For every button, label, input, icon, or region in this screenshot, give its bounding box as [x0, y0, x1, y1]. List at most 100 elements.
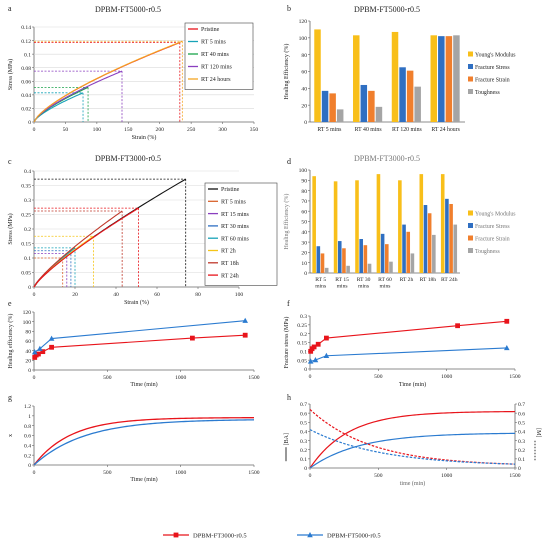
- x-tick-label: 350: [250, 127, 259, 133]
- data-point: [504, 344, 510, 351]
- bar: [423, 205, 428, 273]
- y-tick-label: 40: [301, 230, 307, 236]
- bar: [406, 70, 414, 122]
- tick-line: RT 30: [357, 277, 371, 283]
- y-tick-label: 0.05: [297, 358, 307, 364]
- bar: [406, 231, 411, 273]
- x-tick-label: 1500: [248, 375, 259, 381]
- y-tick-label: 0: [304, 120, 307, 126]
- bar: [430, 35, 438, 123]
- bar: [385, 244, 389, 273]
- legend-label: Fracture Stress: [475, 65, 510, 71]
- data-point: [173, 532, 179, 538]
- data-point: [323, 352, 330, 358]
- bar: [427, 213, 432, 273]
- panel-letter-g: g: [8, 393, 12, 402]
- legend-swatch: [468, 235, 473, 241]
- chart-d: 0 10 20 30 40 50 60 70 80 90 100 DPBM-FT3000-r0.5 He…: [283, 154, 516, 290]
- bar: [359, 239, 363, 273]
- legend-label: RT 120 mins: [201, 65, 233, 71]
- y-tick-label-right: 0: [518, 466, 521, 472]
- bar: [367, 263, 372, 273]
- y-tick-label: 60: [301, 70, 307, 76]
- series-curve: [33, 419, 255, 466]
- tick-line: mins: [315, 284, 326, 290]
- series-curve: [33, 178, 186, 288]
- y-tick-label: 90: [301, 179, 307, 185]
- y-tick-label: 0.04: [21, 93, 31, 99]
- legend-label: RT 5 mins: [221, 200, 247, 206]
- legend-label: Fracture Stress: [475, 224, 510, 230]
- y-tick-label-right: 0.2: [518, 448, 525, 454]
- x-tick-label: 0: [33, 127, 36, 133]
- y-tick-label: 0.1: [300, 457, 307, 463]
- y-tick-label: 80: [25, 330, 31, 336]
- x-tick-label: 500: [103, 375, 112, 381]
- y-tick-label: 0: [304, 466, 307, 472]
- legend-swatch: [468, 64, 473, 69]
- bar: [360, 84, 368, 122]
- chart-title: DPBM-FT5000-r0.5: [95, 5, 161, 14]
- bar: [453, 224, 458, 273]
- y-tick-label: 40: [301, 87, 307, 93]
- panel-letter-a: a: [8, 4, 12, 13]
- bar: [337, 241, 342, 273]
- series-curve: [33, 417, 255, 466]
- x-tick-label: RT 5 mins: [315, 277, 326, 290]
- legend-label: RT 40 mins: [201, 52, 230, 58]
- y-tick-label: 50: [301, 220, 307, 226]
- data-point: [242, 332, 248, 338]
- panel-letter-c: c: [8, 157, 12, 166]
- chart-f: 0 0.05 0.1 0.15 0.2 0.25 0.3 0 500 1000 1500 Time (…: [283, 314, 521, 388]
- data-point: [315, 341, 321, 347]
- legend-label: Fracture Strain: [475, 78, 510, 84]
- x-axis-label: Time (min): [130, 381, 157, 388]
- legend-label: RT 24 hours: [201, 77, 231, 83]
- data-point: [48, 335, 55, 341]
- y-tick-label: 0.6: [24, 434, 31, 440]
- tick-line: mins: [337, 284, 348, 290]
- x-axis-label: Strain (%): [124, 299, 149, 306]
- x-axis-label: Time (min): [399, 381, 426, 388]
- y-tick-label: 40: [25, 349, 31, 355]
- x-tick-label: RT 18h: [420, 277, 437, 283]
- bar: [398, 180, 402, 273]
- x-tick-label: 500: [103, 470, 112, 476]
- x-tick-label: 300: [218, 127, 227, 133]
- data-point: [36, 351, 41, 357]
- y-axis-label: Healing Efficiency (%): [283, 194, 290, 250]
- y-tick-label: 30: [301, 240, 307, 246]
- bar: [368, 90, 375, 122]
- bar: [363, 245, 368, 273]
- bar: [342, 248, 346, 273]
- legend-label: Pristine: [221, 187, 240, 193]
- y-tick-label-right: 0.6: [518, 411, 525, 417]
- y-tick-label: 0.1: [24, 256, 31, 262]
- x-tick-label: 1000: [441, 473, 452, 479]
- data-point: [312, 356, 319, 363]
- chart-e: 0 20 40 60 80 100 120 0 500 1000 1500 Time (min) Hea…: [7, 310, 260, 388]
- y-tick-label: 0.5: [300, 420, 307, 426]
- y-tick-label: 0.3: [24, 198, 31, 204]
- x-tick-label: 500: [374, 473, 383, 479]
- x-tick-label: RT 120 mins: [392, 127, 423, 133]
- y-tick-label: 80: [301, 53, 307, 59]
- y-tick-label: 0.08: [21, 66, 31, 72]
- y-tick-label: 0.6: [300, 411, 307, 417]
- chart-title: DPBM-FT3000-r0.5: [354, 154, 420, 163]
- bar: [453, 35, 460, 123]
- series-curve: [33, 207, 139, 288]
- legend-swatch: [468, 89, 473, 94]
- series-curve: [309, 432, 516, 469]
- y-tick-label: 0.2: [300, 332, 307, 338]
- chart-b: 0 20 40 60 80 100 120 DPBM-FT5000-r0.5 Healing E…: [283, 5, 516, 133]
- x-tick-label: 1000: [441, 374, 452, 380]
- x-tick-label: 0: [309, 374, 312, 380]
- bottom-legend: DPBM-FT3000-r0.5 DPBM-FT5000-r0.5: [163, 532, 381, 540]
- y-tick-label: 1.2: [24, 404, 31, 410]
- y-axis-label: Fracture stress (MPa): [283, 317, 290, 369]
- bar: [324, 267, 329, 273]
- x-tick-label: RT 30 mins: [357, 277, 371, 290]
- y-tick-label: 0: [28, 285, 31, 291]
